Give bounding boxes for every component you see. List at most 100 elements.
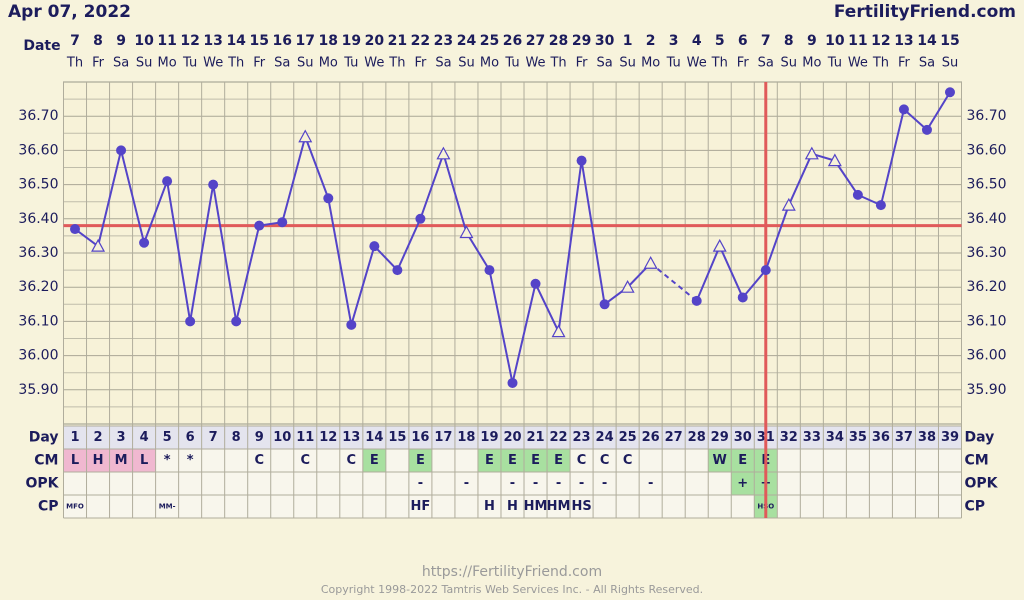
cell-label: 32 <box>780 430 798 445</box>
date-label: 22 <box>411 33 430 49</box>
cell-label: E <box>485 453 494 468</box>
y-tick-label: 36.70 <box>18 108 58 124</box>
point <box>415 213 426 224</box>
date-label: 26 <box>503 33 522 49</box>
row-label: Day <box>29 430 59 446</box>
cell-fill <box>63 449 87 472</box>
cell-label: L <box>71 453 79 468</box>
cell-label: 16 <box>411 430 429 445</box>
row-label-right: OPK <box>965 476 999 492</box>
point <box>185 316 196 327</box>
point <box>323 193 334 204</box>
temperature-line <box>74 133 652 384</box>
date-label: 17 <box>296 33 315 49</box>
date-label: 16 <box>273 33 292 49</box>
cell-label: 13 <box>342 430 360 445</box>
cell-label: E <box>416 453 425 468</box>
date-label: 4 <box>692 33 702 49</box>
weekday-label: Sa <box>274 56 290 71</box>
date-label: 6 <box>738 33 748 49</box>
cell-label: H <box>93 453 104 468</box>
y-tick-label-right: 36.00 <box>967 348 1007 364</box>
cell-label: 7 <box>209 430 218 445</box>
cell-label: E <box>738 453 747 468</box>
date-label: 11 <box>848 33 867 49</box>
cell-label: L <box>140 453 148 468</box>
open-marker <box>298 129 313 143</box>
cell-label: 12 <box>319 430 337 445</box>
weekday-label: We <box>687 56 707 71</box>
cell-label: 9 <box>255 430 264 445</box>
cell-label: 18 <box>457 430 475 445</box>
weekday-label: Th <box>549 56 566 71</box>
chart-date: Apr 07, 2022 <box>8 2 131 22</box>
open-marker <box>712 238 727 252</box>
cell-label: 36 <box>872 430 890 445</box>
point <box>392 265 403 276</box>
cell-label: MFO <box>66 503 84 511</box>
cell-fill <box>477 449 501 472</box>
y-tick-label-right: 36.20 <box>967 279 1007 295</box>
point <box>139 237 150 248</box>
date-label: 10 <box>134 33 154 49</box>
date-label: 12 <box>871 33 890 49</box>
weekday-label: Su <box>458 56 475 71</box>
cell-label: + <box>737 476 748 491</box>
point <box>369 241 380 252</box>
open-marker <box>436 146 451 160</box>
point <box>70 224 81 235</box>
cell-label: 27 <box>665 430 683 445</box>
date-label: 3 <box>669 33 679 49</box>
weekday-label: We <box>848 56 868 71</box>
date-label: 25 <box>480 33 499 49</box>
weekday-label: We <box>203 56 223 71</box>
y-tick-label-right: 36.70 <box>967 108 1007 124</box>
weekday-label: Th <box>66 56 83 71</box>
row-label-right: CM <box>965 453 989 469</box>
weekday-label: Su <box>136 56 153 71</box>
cell-label: E <box>554 453 563 468</box>
weekday-label: Sa <box>919 56 935 71</box>
gap-line <box>650 262 698 302</box>
weekday-label: Th <box>711 56 728 71</box>
date-label: 27 <box>526 33 545 49</box>
cell-label: E <box>531 453 540 468</box>
point <box>162 176 173 187</box>
cell-fill <box>708 449 732 472</box>
cell-label: - <box>533 476 538 491</box>
date-label: 29 <box>572 33 591 49</box>
site-name: FertilityFriend.com <box>834 2 1016 22</box>
cell-fill <box>86 449 110 472</box>
point <box>576 155 587 166</box>
cell-fill <box>132 449 156 472</box>
weekday-label: Sa <box>435 56 451 71</box>
cell-label: M <box>115 453 128 468</box>
point <box>852 189 863 200</box>
point <box>116 145 127 156</box>
date-label: 18 <box>319 33 338 49</box>
date-label: 10 <box>825 33 845 49</box>
date-label: 19 <box>342 33 361 49</box>
date-label: 14 <box>917 33 937 49</box>
weekday-label: We <box>525 56 545 71</box>
open-marker <box>551 324 566 338</box>
y-tick-label: 36.00 <box>18 348 58 364</box>
cell-label: HF <box>411 499 431 514</box>
cell-label: 22 <box>550 430 568 445</box>
cell-label: 14 <box>365 430 383 445</box>
weekday-label: Fr <box>576 56 589 71</box>
y-tick-label-right: 36.40 <box>967 211 1007 227</box>
y-tick-label: 36.40 <box>18 211 58 227</box>
cell-fill <box>524 449 548 472</box>
date-label: 9 <box>807 33 817 49</box>
copyright: Copyright 1998-2022 Tamtris Web Services… <box>321 583 703 596</box>
weekday-label: Tu <box>182 56 197 71</box>
cell-label: * <box>164 453 171 468</box>
cell-fill <box>731 449 755 472</box>
open-marker <box>804 146 819 160</box>
weekday-label: Fr <box>253 56 266 71</box>
open-marker <box>827 153 842 167</box>
cell-label: - <box>602 476 607 491</box>
point <box>691 295 702 306</box>
row-label: OPK <box>25 476 59 492</box>
